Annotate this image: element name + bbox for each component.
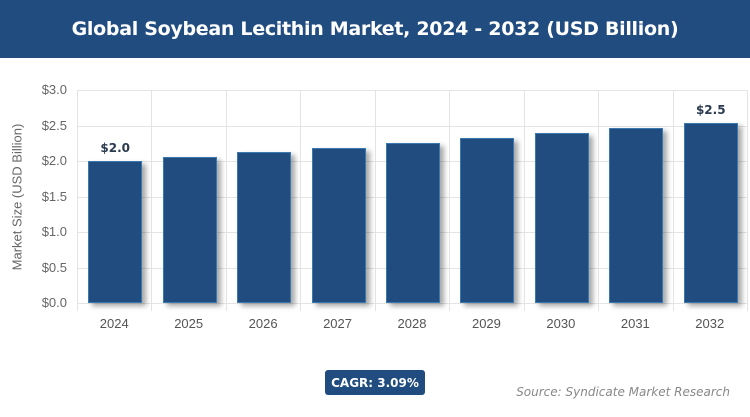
bar-2029 (460, 138, 515, 303)
bar-2030 (534, 133, 589, 303)
gridline-horizontal (77, 303, 747, 304)
y-tick-label: $0.0 (41, 295, 67, 310)
y-tick-label: $2.0 (41, 153, 67, 168)
cagr-badge: CAGR: 3.09% (325, 370, 425, 395)
gridline-horizontal (77, 125, 747, 127)
x-tick-label: 2029 (471, 316, 501, 331)
x-tick-label: 2026 (248, 316, 278, 331)
x-tick-label: 2028 (397, 316, 427, 331)
chart-title-banner: Global Soybean Lecithin Market, 2024 - 2… (0, 0, 750, 58)
x-tick-label: 2027 (323, 316, 352, 331)
bar-2028 (386, 143, 440, 303)
data-label: $2.5 (695, 102, 726, 117)
gridline-vertical (374, 90, 376, 311)
gridline-vertical (151, 90, 153, 311)
gridline-vertical (449, 90, 451, 311)
y-tick-label: $3.0 (41, 82, 67, 97)
gridline-vertical (598, 90, 600, 311)
bar-2032 (683, 122, 738, 303)
chart-title: Global Soybean Lecithin Market, 2024 - 2… (71, 18, 679, 40)
x-tick-label: 2032 (695, 316, 725, 331)
gridline-vertical (747, 90, 748, 311)
bar-2024 (88, 161, 143, 303)
gridline-horizontal (77, 90, 747, 91)
x-tick-label: 2031 (620, 316, 650, 331)
plot-area (77, 90, 748, 311)
gridline-vertical (77, 90, 78, 311)
x-tick-label: 2024 (99, 316, 129, 331)
y-tick-label: $2.5 (41, 117, 67, 133)
gridline-vertical (672, 90, 674, 311)
x-tick-label: 2025 (174, 316, 204, 331)
y-tick-label: $0.5 (41, 259, 67, 275)
bar-2025 (162, 156, 217, 303)
gridline-vertical (225, 90, 227, 311)
bar-2026 (237, 152, 292, 303)
bar-2027 (311, 147, 366, 303)
gridline-vertical (300, 90, 302, 311)
gridline-vertical (523, 90, 525, 311)
bar-2031 (609, 128, 664, 303)
x-tick-label: 2030 (546, 316, 576, 331)
source-note: Source: Syndicate Market Research (516, 385, 730, 399)
y-tick-label: $1.0 (41, 224, 67, 239)
data-label: $2.0 (100, 141, 131, 155)
y-tick-label: $1.5 (41, 188, 67, 204)
